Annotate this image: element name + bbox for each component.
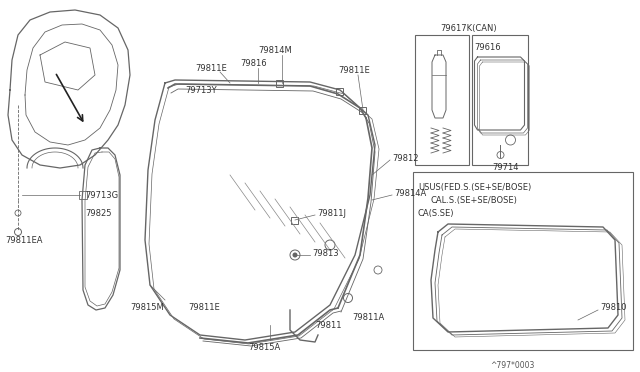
Text: 79811J: 79811J — [317, 208, 346, 218]
Text: 79814M: 79814M — [258, 45, 292, 55]
Text: 79825: 79825 — [85, 208, 111, 218]
Text: USUS(FED.S.(SE+SE/BOSE): USUS(FED.S.(SE+SE/BOSE) — [418, 183, 531, 192]
Text: 79713G: 79713G — [85, 190, 118, 199]
Bar — [472, 35, 528, 165]
Text: 79616: 79616 — [474, 42, 501, 51]
Bar — [79, 191, 87, 199]
Text: 79812: 79812 — [392, 154, 419, 163]
Bar — [360, 106, 367, 113]
Text: 79617K(CAN): 79617K(CAN) — [440, 23, 497, 32]
Bar — [291, 217, 298, 224]
Text: 79815A: 79815A — [248, 343, 280, 353]
Text: 79811A: 79811A — [352, 314, 384, 323]
Text: ^797*0003: ^797*0003 — [490, 360, 534, 369]
Text: 79813: 79813 — [312, 248, 339, 257]
Text: 79811E: 79811E — [188, 304, 220, 312]
Text: CA(S.SE): CA(S.SE) — [418, 208, 454, 218]
Text: CAL.S.(SE+SE/BOSE): CAL.S.(SE+SE/BOSE) — [431, 196, 518, 205]
Bar — [276, 80, 284, 87]
Bar — [337, 87, 344, 94]
Bar — [413, 172, 633, 350]
Text: 79714: 79714 — [493, 163, 519, 171]
Text: 79815M: 79815M — [130, 304, 164, 312]
Text: 79816: 79816 — [240, 58, 267, 67]
Text: 79713Y: 79713Y — [185, 86, 216, 94]
Text: 79811EA: 79811EA — [5, 235, 42, 244]
Text: 79814A: 79814A — [394, 189, 426, 198]
Circle shape — [292, 253, 298, 257]
Text: 79811E: 79811E — [338, 65, 370, 74]
Text: 79811: 79811 — [315, 321, 342, 330]
Bar — [415, 35, 469, 165]
Text: 79810: 79810 — [600, 304, 627, 312]
Text: 79811E: 79811E — [195, 64, 227, 73]
